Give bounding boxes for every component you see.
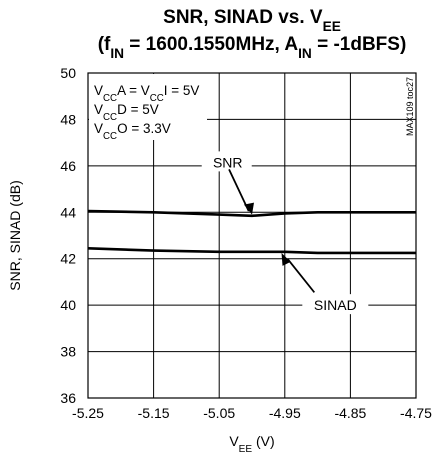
annotation-arrowhead-snr (244, 202, 254, 215)
annotation-arrow-snr (228, 168, 250, 212)
y-tick-label: 50 (60, 65, 76, 81)
condition-text: VCCO = 3.3V (94, 121, 171, 142)
x-tick-label: -4.75 (400, 405, 432, 421)
x-tick-label: -5.25 (72, 405, 104, 421)
x-tick-label: -5.05 (203, 405, 235, 421)
annotation-arrowhead-sinad (281, 252, 291, 266)
plot-frame (87, 72, 417, 399)
y-tick-label: 46 (60, 158, 76, 174)
condition-text: VCCA = VCCI = 5V (94, 83, 199, 104)
x-tick-label: -4.85 (334, 405, 366, 421)
y-tick-label: 42 (60, 251, 76, 267)
x-axis-label: VEE (V) (229, 433, 274, 455)
y-tick-label: 48 (60, 111, 76, 127)
annotation-box-sinad (302, 294, 369, 315)
annotation-arrow-sinad (286, 258, 316, 293)
series-line-snr (87, 209, 416, 218)
chart-title-line1: SNR, SINAD vs. VEE (163, 7, 341, 34)
chart-title-line2: (fIN = 1600.1550MHz, AIN = -1dBFS) (98, 34, 407, 61)
y-axis-label: SNR, SINAD (dB) (7, 180, 23, 290)
conditions-box (89, 74, 207, 140)
y-tick-label: 44 (60, 204, 76, 220)
x-tick-label: -5.15 (138, 405, 170, 421)
y-tick-label: 38 (60, 344, 76, 360)
annotation-box-snr (201, 151, 252, 172)
series-line-sinad (87, 247, 416, 255)
annotation-label-snr: SNR (213, 154, 243, 170)
condition-text: VCCD = 5V (94, 102, 159, 123)
annotation-label-sinad: SINAD (314, 297, 357, 313)
y-tick-label: 36 (60, 390, 76, 406)
part-number: MAX109 toc27 (405, 77, 415, 136)
y-tick-label: 40 (60, 297, 76, 313)
x-tick-label: -4.95 (269, 405, 301, 421)
